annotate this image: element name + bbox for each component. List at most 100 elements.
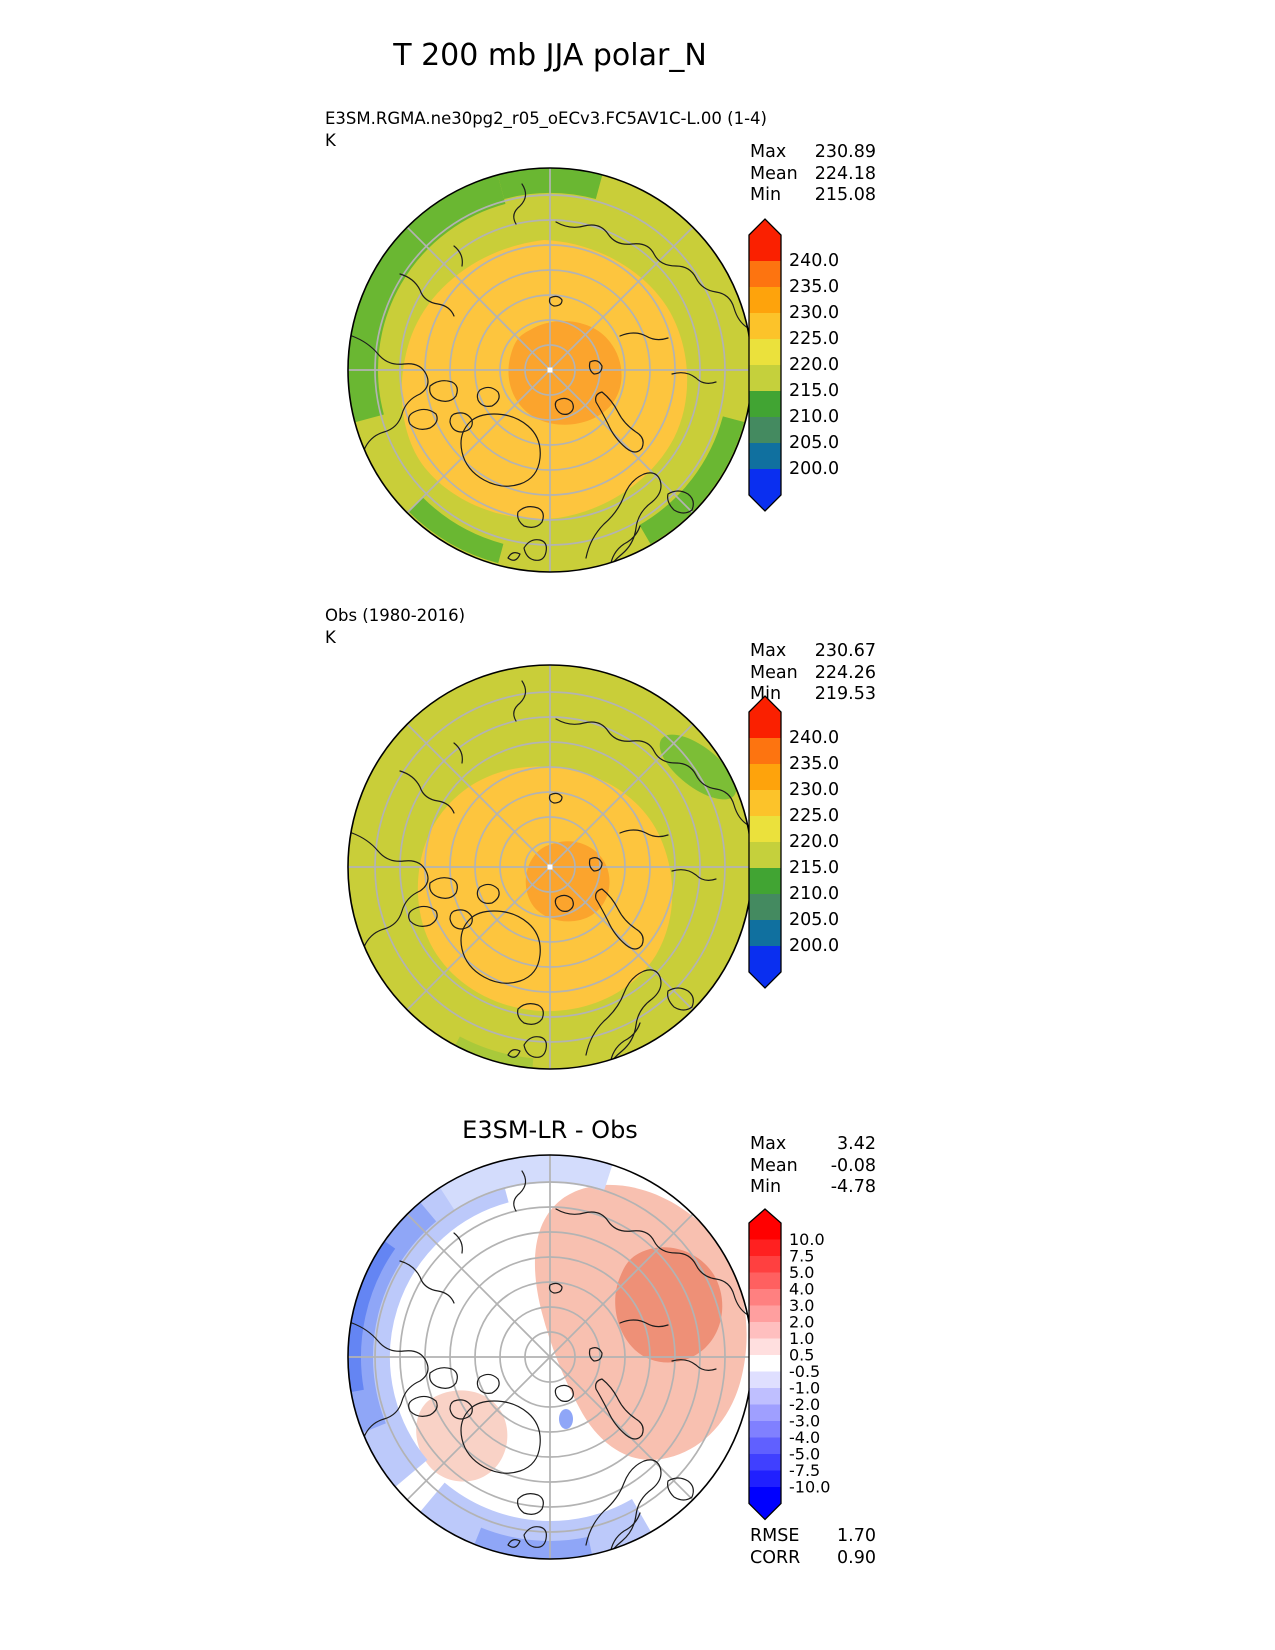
colorbar-cell bbox=[749, 1338, 781, 1356]
colorbar-tick-label: -4.0 bbox=[789, 1428, 820, 1447]
panel1-stats: Max 230.89 Mean 224.18 Min 215.08 bbox=[750, 142, 876, 207]
colorbar-arrow-down bbox=[749, 1503, 781, 1520]
contour-band-orange-core bbox=[525, 841, 610, 922]
colorbar-cell bbox=[749, 391, 781, 418]
colorbar-tick-label: 2.0 bbox=[789, 1313, 814, 1332]
colorbar-cell bbox=[749, 313, 781, 340]
colorbar-tick-label: 240.0 bbox=[789, 251, 839, 271]
colorbar-tick-label: -2.0 bbox=[789, 1395, 820, 1414]
colorbar-tick-label: 220.0 bbox=[789, 832, 839, 852]
colorbar-cell bbox=[749, 920, 781, 947]
colorbar-tick-label: 200.0 bbox=[789, 459, 839, 479]
stat-label: Mean bbox=[750, 1155, 798, 1176]
panel2-subtitle: Obs (1980-2016) bbox=[325, 606, 466, 625]
colorbar-cell bbox=[749, 1272, 781, 1290]
stat-row: Min 219.53 bbox=[750, 684, 876, 706]
colorbar-tick-label: 220.0 bbox=[789, 355, 839, 375]
colorbar-tick-label: 215.0 bbox=[789, 381, 839, 401]
colorbar-tick-label: -0.5 bbox=[789, 1362, 820, 1381]
pole-marker bbox=[547, 864, 553, 870]
colorbar-cell bbox=[749, 842, 781, 869]
stat-row: Mean -0.08 bbox=[750, 1156, 876, 1178]
stat-row: Min -4.78 bbox=[750, 1177, 876, 1199]
stat-label: Min bbox=[750, 684, 782, 705]
panel3-title: E3SM-LR - Obs bbox=[462, 1116, 638, 1144]
colorbar-cell bbox=[749, 1454, 781, 1471]
stat-value: 224.26 bbox=[814, 662, 876, 683]
colorbar-tick-label: 10.0 bbox=[789, 1230, 825, 1249]
panel2-stats: Max 230.67 Mean 224.26 Min 219.53 bbox=[750, 641, 876, 706]
metric-row: RMSE 1.70 bbox=[750, 1526, 876, 1548]
colorbar-tick-label: 5.0 bbox=[789, 1263, 814, 1282]
colorbar-cell bbox=[749, 1239, 781, 1257]
colorbar-temperature-model: 240.0 235.0 230.0 225.0 220.0 215.0 210.0 205.0… bbox=[748, 218, 839, 512]
stat-value: 230.67 bbox=[814, 641, 876, 661]
colorbar-cell bbox=[749, 1421, 781, 1438]
colorbar-cell bbox=[749, 738, 781, 765]
colorbar-tick-label: 205.0 bbox=[789, 433, 839, 453]
diff-blue-rim-bands bbox=[348, 1155, 656, 1559]
colorbar-tick-label: 200.0 bbox=[789, 936, 839, 956]
pole-marker bbox=[547, 367, 553, 373]
colorbar-cell bbox=[749, 1322, 781, 1339]
metric-label: RMSE bbox=[750, 1526, 800, 1546]
colorbar-cell bbox=[749, 339, 781, 366]
colorbar-cell bbox=[749, 712, 781, 739]
colorbar-tick-label: 230.0 bbox=[789, 780, 839, 800]
contour-rim-green-patches bbox=[348, 168, 745, 564]
colorbar-cell bbox=[749, 764, 781, 791]
metric-label: CORR bbox=[750, 1547, 801, 1568]
colorbar-tick-label: 1.0 bbox=[789, 1329, 814, 1348]
colorbar-cell bbox=[749, 790, 781, 817]
colorbar-tick-label: 7.5 bbox=[789, 1247, 814, 1266]
colorbar-tick-label: 240.0 bbox=[789, 728, 839, 748]
colorbar-tick-label: 210.0 bbox=[789, 407, 839, 427]
colorbar-arrow-up bbox=[749, 219, 781, 235]
stat-row: Max 3.42 bbox=[750, 1134, 876, 1156]
colorbar-tick-label: 210.0 bbox=[789, 884, 839, 904]
stat-value: 215.08 bbox=[814, 185, 876, 206]
stat-row: Max 230.67 bbox=[750, 641, 876, 663]
panel1-subtitle: E3SM.RGMA.ne30pg2_r05_oECv3.FC5AV1C-L.00… bbox=[325, 109, 767, 128]
stat-value: -4.78 bbox=[830, 1177, 876, 1198]
colorbar-cell bbox=[749, 868, 781, 895]
polar-map-model bbox=[347, 167, 753, 573]
colorbar-arrow-up bbox=[749, 696, 781, 712]
polar-map-diff bbox=[347, 1154, 753, 1560]
stat-row: Min 215.08 bbox=[750, 185, 876, 207]
figure-title: T 200 mb JJA polar_N bbox=[393, 38, 707, 73]
colorbar-cell bbox=[749, 1404, 781, 1422]
stat-row: Mean 224.18 bbox=[750, 164, 876, 186]
colorbar-temperature-obs: 240.0 235.0 230.0 225.0 220.0 215.0 210.0 205.0… bbox=[748, 695, 839, 989]
colorbar-tick-label: 230.0 bbox=[789, 303, 839, 323]
colorbar-cell bbox=[749, 261, 781, 288]
stat-label: Max bbox=[750, 142, 787, 162]
colorbar-cell bbox=[749, 1256, 781, 1273]
colorbar-cell bbox=[749, 443, 781, 470]
colorbar-tick-label: 225.0 bbox=[789, 806, 839, 826]
colorbar-cell bbox=[749, 894, 781, 921]
colorbar-cell bbox=[749, 469, 781, 496]
stat-value: 224.18 bbox=[814, 163, 876, 184]
colorbar-cell bbox=[749, 235, 781, 262]
colorbar-tick-label: 4.0 bbox=[789, 1280, 814, 1299]
colorbar-cell bbox=[749, 417, 781, 444]
panel2-units: K bbox=[325, 628, 336, 647]
stat-label: Max bbox=[750, 1134, 787, 1154]
stat-value: 230.89 bbox=[814, 142, 876, 162]
stat-row: Max 230.89 bbox=[750, 142, 876, 164]
colorbar-arrow-down bbox=[749, 495, 781, 511]
stat-label: Min bbox=[750, 185, 782, 206]
colorbar-cell bbox=[749, 365, 781, 392]
polar-map-obs bbox=[347, 664, 753, 1070]
colorbar-tick-label: 235.0 bbox=[789, 754, 839, 774]
diff-metrics: RMSE 1.70 CORR 0.90 bbox=[750, 1526, 876, 1569]
colorbar-outline bbox=[748, 218, 782, 512]
panel1-units: K bbox=[325, 131, 336, 150]
colorbar-arrow-up bbox=[749, 1209, 781, 1223]
diff-blue-island bbox=[559, 1409, 573, 1429]
colorbar-tick-label: 205.0 bbox=[789, 910, 839, 930]
colorbar-cell bbox=[749, 946, 781, 973]
stat-label: Max bbox=[750, 641, 787, 661]
stat-label: Mean bbox=[750, 662, 798, 683]
